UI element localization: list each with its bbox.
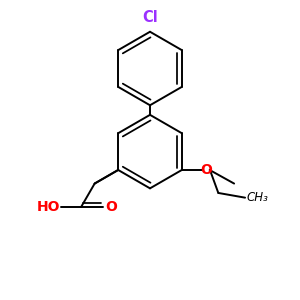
Text: HO: HO bbox=[37, 200, 60, 214]
Text: O: O bbox=[200, 163, 212, 177]
Text: Cl: Cl bbox=[142, 10, 158, 25]
Text: CH₃: CH₃ bbox=[247, 191, 268, 204]
Text: O: O bbox=[105, 200, 117, 214]
